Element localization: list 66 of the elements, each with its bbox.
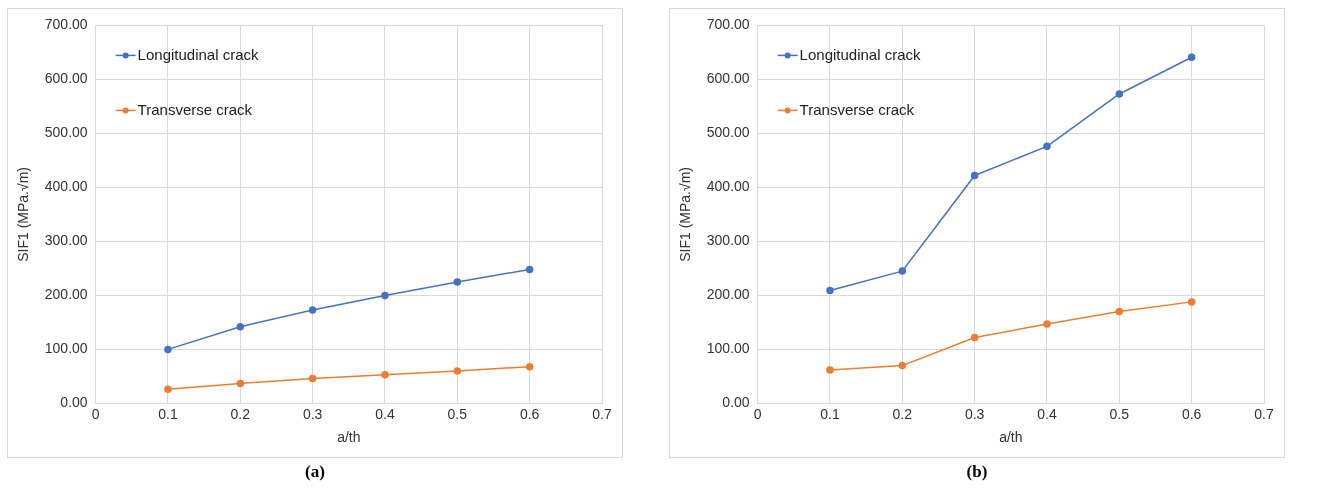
x-tick-label: 0.7 <box>592 405 612 422</box>
point <box>826 366 834 374</box>
y-tick-label: 100.00 <box>44 340 88 357</box>
point <box>525 265 534 274</box>
point <box>1187 298 1196 306</box>
y-tick-label: 300.00 <box>44 232 88 249</box>
x-tick-label: 0.2 <box>892 405 913 422</box>
x-tick-label: 0.3 <box>964 405 985 422</box>
point <box>898 267 907 275</box>
y-tick-label: 200.00 <box>44 286 88 303</box>
y-tick-label: 700.00 <box>44 16 88 33</box>
point <box>1187 53 1196 62</box>
point <box>164 345 172 354</box>
y-tick-label: 300.00 <box>706 232 750 249</box>
x-tick-label: 0.6 <box>1181 405 1202 422</box>
x-tick-label: 0.6 <box>519 405 540 422</box>
x-axis-title: a/th <box>337 429 361 446</box>
x-tick-label: 0.5 <box>1109 405 1130 422</box>
point <box>453 278 462 286</box>
point <box>381 291 389 300</box>
y-tick-label: 600.00 <box>44 70 88 87</box>
point <box>970 171 979 180</box>
y-tick-label: 500.00 <box>706 124 750 141</box>
y-tick-label: 100.00 <box>706 340 750 357</box>
point <box>164 385 172 394</box>
text: (a) <box>305 462 325 481</box>
y-tick-label: 400.00 <box>706 178 750 195</box>
point <box>308 306 317 314</box>
legend-label: Transverse crack <box>137 100 253 118</box>
y-tick-label: 600.00 <box>706 70 750 87</box>
text: (b) <box>966 462 988 481</box>
legend-label: Transverse crack <box>799 100 915 118</box>
x-tick-label: 0 <box>753 405 762 422</box>
point <box>453 367 462 375</box>
y-tick-label: 400.00 <box>44 178 88 195</box>
y-axis-title: SIF1 (MPa.√m) <box>677 166 694 262</box>
legend-label: Longitudinal crack <box>137 45 260 63</box>
point <box>1043 142 1051 151</box>
point <box>1115 90 1124 98</box>
x-tick-label: 0.7 <box>1254 405 1274 422</box>
point <box>826 286 834 295</box>
y-tick-label: 0.00 <box>60 394 88 411</box>
x-tick-label: 0.1 <box>820 405 840 422</box>
point <box>1043 320 1051 328</box>
point <box>236 379 245 388</box>
point <box>898 361 907 370</box>
y-axis-title: SIF1 (MPa.√m) <box>15 166 32 262</box>
x-tick-label: 0.5 <box>447 405 468 422</box>
x-tick-label: 0.3 <box>302 405 323 422</box>
point <box>525 362 534 371</box>
x-tick-label: 0 <box>91 405 100 422</box>
y-tick-label: 0.00 <box>722 394 750 411</box>
x-tick-label: 0.4 <box>375 405 395 422</box>
legend-label: Longitudinal crack <box>799 45 922 63</box>
x-tick-label: 0.1 <box>158 405 178 422</box>
point <box>1115 307 1124 316</box>
point <box>970 333 979 342</box>
y-tick-label: 500.00 <box>44 124 88 141</box>
point <box>308 374 317 383</box>
x-tick-label: 0.4 <box>1037 405 1057 422</box>
y-tick-label: 700.00 <box>706 16 750 33</box>
x-axis-title: a/th <box>999 429 1023 446</box>
point <box>381 371 389 379</box>
point <box>236 322 245 331</box>
x-tick-label: 0.2 <box>230 405 251 422</box>
y-tick-label: 200.00 <box>706 286 750 303</box>
